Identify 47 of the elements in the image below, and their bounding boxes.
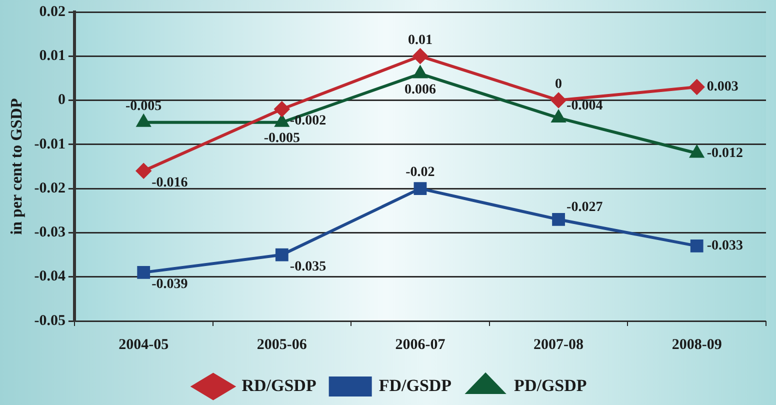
data-label: -0.016 xyxy=(152,176,188,191)
y-tick-label: -0.02 xyxy=(34,180,66,196)
x-tick-label: 2006-07 xyxy=(395,336,446,353)
data-label: -0.005 xyxy=(126,98,162,114)
data-label: -0.02 xyxy=(406,165,435,180)
x-tick-label: 2005-06 xyxy=(256,336,308,353)
x-tick-label: 2007-08 xyxy=(534,336,584,353)
point xyxy=(274,102,290,117)
y-tick-label: 0 xyxy=(58,92,66,108)
y-tick-label: -0.04 xyxy=(34,268,66,285)
data-label: -0.039 xyxy=(152,277,188,292)
point xyxy=(137,266,150,279)
x-tick-label: 2008-09 xyxy=(672,336,722,353)
data-label: 0 xyxy=(555,76,562,92)
point xyxy=(552,110,566,122)
data-label: -0.004 xyxy=(566,98,603,114)
point xyxy=(551,92,566,108)
data-label: 0.01 xyxy=(408,32,432,48)
data-label: -0.005 xyxy=(264,130,300,146)
y-tick-label: 0.02 xyxy=(39,4,66,20)
legend-label: FD/GSDP xyxy=(378,376,452,395)
data-label: -0.035 xyxy=(290,259,326,274)
point xyxy=(690,146,704,158)
point xyxy=(136,114,150,127)
data-label: -0.033 xyxy=(706,238,744,254)
data-label: -0.012 xyxy=(706,146,744,161)
y-tick-label: -0.01 xyxy=(34,136,66,152)
point xyxy=(689,80,704,95)
y-tick-label: 0.01 xyxy=(39,48,66,64)
point xyxy=(414,66,427,78)
data-label: -0.002 xyxy=(290,114,326,129)
point xyxy=(275,114,289,127)
data-label: 0.006 xyxy=(404,82,436,98)
point xyxy=(552,213,565,226)
legend-label: PD/GSDP xyxy=(514,376,587,395)
point xyxy=(275,248,288,262)
point xyxy=(136,163,152,178)
point xyxy=(414,182,427,196)
y-axis-title: in per cent to GSDP xyxy=(8,98,26,235)
data-label: -0.027 xyxy=(566,200,603,216)
data-label: 0.003 xyxy=(706,80,738,95)
point xyxy=(412,48,428,64)
x-tick-label: 2004-05 xyxy=(118,336,169,353)
legend-label: RD/GSDP xyxy=(242,376,316,395)
y-tick-label: -0.03 xyxy=(34,224,66,241)
point xyxy=(690,240,704,252)
y-tick-label: -0.05 xyxy=(34,312,66,329)
